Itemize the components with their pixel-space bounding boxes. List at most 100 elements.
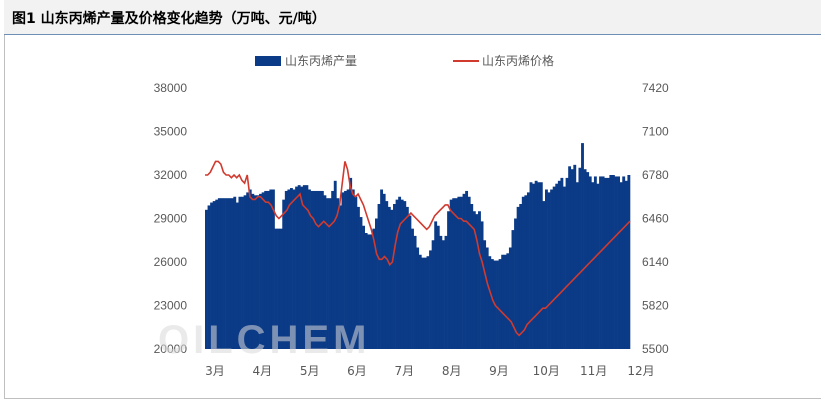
bar [470, 204, 474, 349]
bar [356, 206, 360, 349]
bar [601, 176, 605, 349]
bar [501, 254, 505, 349]
bar [331, 190, 335, 349]
bar [519, 204, 523, 349]
bar [418, 254, 422, 349]
bar [408, 215, 412, 349]
bar [266, 190, 270, 349]
bar [346, 189, 350, 349]
bar [421, 257, 425, 349]
bar [599, 176, 602, 349]
bar [354, 196, 358, 349]
bar [508, 247, 512, 349]
bar [393, 204, 396, 349]
bar [449, 199, 453, 349]
bar [320, 190, 324, 349]
bar [550, 189, 554, 349]
chart-header: 图1 山东丙烯产量及价格变化趋势（万吨、元/吨） [4, 0, 821, 35]
bar [328, 198, 332, 349]
bar [256, 195, 260, 349]
bar [274, 228, 278, 349]
bar [596, 183, 600, 349]
bar [606, 177, 610, 349]
bar [264, 190, 268, 349]
left-tick-label: 29000 [154, 212, 188, 226]
bar [627, 175, 631, 349]
x-tick-label: 10月 [533, 364, 560, 378]
bar [426, 256, 430, 349]
bar [467, 196, 471, 349]
bar [611, 175, 615, 349]
bar [555, 183, 559, 349]
bar [436, 225, 440, 349]
bar [485, 247, 489, 349]
bar [210, 202, 214, 349]
bar [534, 180, 538, 349]
bar-series-group [205, 143, 631, 349]
bar [230, 198, 234, 349]
bar [403, 201, 407, 349]
bar [287, 189, 291, 349]
bar [524, 195, 528, 349]
right-tick-label: 6460 [642, 212, 669, 226]
bar [565, 177, 569, 349]
bar [552, 186, 556, 349]
bar [387, 206, 391, 349]
bar [447, 211, 450, 349]
x-tick-label: 6月 [347, 364, 367, 378]
x-tick-label: 5月 [300, 364, 320, 378]
bar [259, 193, 262, 349]
bar [380, 189, 384, 349]
bar [313, 190, 317, 349]
bar [529, 182, 533, 349]
bar [271, 189, 275, 349]
bar [284, 190, 288, 349]
bar [560, 177, 564, 349]
bar [364, 233, 368, 349]
bar [614, 176, 618, 349]
bar [308, 189, 311, 349]
bar [375, 218, 378, 349]
bar [279, 228, 283, 349]
bar [591, 182, 595, 349]
bar [547, 192, 551, 349]
x-tick-label: 9月 [489, 364, 509, 378]
bar [212, 201, 216, 349]
bar [539, 182, 543, 349]
bar [400, 199, 404, 349]
bar [338, 205, 342, 349]
right-tick-label: 6140 [642, 255, 669, 269]
x-tick-label: 12月 [627, 364, 654, 378]
bar [478, 211, 481, 349]
left-tick-label: 23000 [154, 299, 188, 313]
bar [578, 167, 582, 349]
bar [228, 198, 232, 349]
bar [323, 195, 327, 349]
bar [385, 201, 389, 349]
bar [326, 198, 329, 349]
bar [457, 196, 461, 349]
x-axis-ticks: 3月 4月 5月 6月 7月 8月 9月 10月 11月 12月 [205, 364, 654, 378]
bar [503, 254, 507, 349]
bar [514, 218, 517, 349]
frame-bottom-border [4, 398, 821, 399]
bar [261, 192, 265, 349]
bar [496, 260, 499, 349]
bar [372, 228, 376, 349]
bar [472, 211, 476, 349]
bar [563, 186, 566, 349]
bar [362, 225, 365, 349]
bar [349, 177, 353, 349]
bar [302, 185, 306, 349]
bar [526, 192, 530, 349]
right-tick-label: 7100 [642, 125, 669, 139]
bar [452, 198, 456, 349]
bar [490, 259, 494, 349]
bar [238, 196, 242, 349]
bar [441, 240, 445, 349]
bar [382, 193, 386, 349]
bar [318, 190, 322, 349]
bar [465, 190, 469, 349]
bar [297, 185, 301, 349]
